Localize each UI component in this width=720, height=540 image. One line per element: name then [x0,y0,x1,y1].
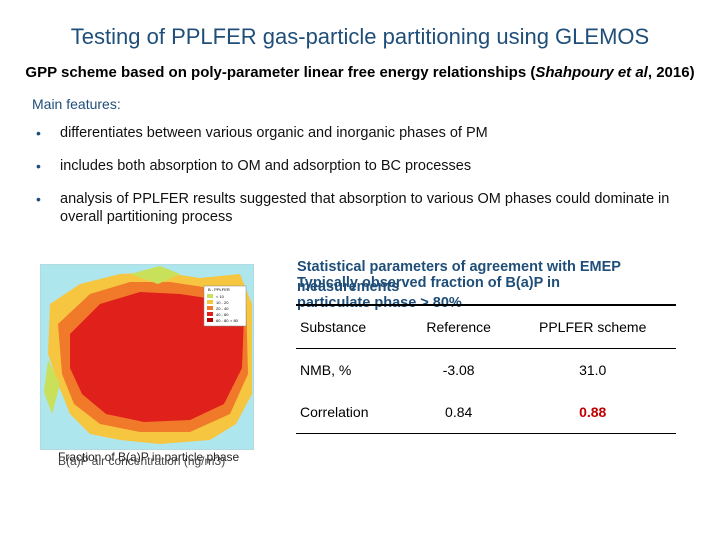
subtitle-citation: Shahpoury et al [535,64,648,81]
legend-swatch [207,294,213,298]
slide-title: Testing of PPLFER gas-particle partition… [70,24,650,49]
features-heading: Main features: [32,96,121,112]
bullet-icon: • [36,158,41,174]
column-header: Reference [407,304,510,349]
stats-title-line-1: Statistical parameters of agreement with… [297,259,621,275]
stats-title-line-2: measurements [297,279,400,295]
bullet-icon: • [36,191,41,207]
legend-label: 60 - 80 [216,318,229,323]
map-land-lowest [44,360,60,414]
feature-text: analysis of PPLFER results suggested tha… [60,191,670,225]
feature-text: differentiates between various organic a… [60,125,488,141]
feature-text: includes both absorption to OM and adsor… [60,158,472,174]
legend-swatch [207,318,213,322]
feature-item: • analysis of PPLFER results suggested th… [34,190,674,226]
table-cell-substance: NMB, % [300,362,352,378]
column-header: PPLFER scheme [509,304,676,349]
table-cell-pplfer: 0.88 [509,391,676,434]
legend-label: < 10 [216,294,225,299]
legend-label: 20 - 40 [216,306,229,311]
subtitle-suffix: , 2016) [647,64,695,81]
legend-swatch [207,306,213,310]
legend-swatch [207,312,213,316]
map-land-high [70,292,244,422]
stats-overlap-text: Typically observed fraction of B(a)P in [297,275,560,291]
legend-label: > 80 [230,318,239,323]
feature-item: • includes both absorption to OM and adso… [34,157,674,175]
map-legend [203,285,247,327]
legend-label: 10 - 20 [216,300,229,305]
bullet-icon: • [36,125,41,141]
table-cell-pplfer: 31.0 [579,362,607,378]
table-cell-reference: -3.08 [442,362,475,378]
table-row: NMB, % -3.08 31.0 [296,349,676,392]
legend-label: 40 - 60 [216,312,229,317]
table-header-row: Substance Reference PPLFER scheme [296,304,676,349]
stats-title: Statistical parameters of agreement with… [297,258,677,311]
map-land-lowest-north [130,266,180,284]
map-caption-concentration: B(a)P air concentration (ng/m3) [58,454,226,468]
features-list: • differentiates between various organic … [34,124,674,241]
map-caption-fraction: Fraction of B(a)P in particle phase [58,450,240,464]
table-row: Correlation 0.84 0.88 [296,391,676,434]
column-header: Substance [296,304,408,349]
table-cell-substance: Correlation [296,391,408,434]
slide-subtitle: GPP scheme based on poly-parameter linea… [0,64,720,81]
subtitle-prefix: GPP scheme based on poly-parameter linea… [25,64,536,81]
table-cell-reference: 0.84 [407,391,510,434]
stats-table: Substance Reference PPLFER scheme NMB, %… [296,304,676,434]
bap-fraction-map: B - PPLFER < 10 10 - 20 20 - 40 40 - 60 … [40,264,254,450]
legend-swatch [207,300,213,304]
legend-title: B - PPLFER [208,287,230,292]
feature-item: • differentiates between various organic … [34,124,674,142]
